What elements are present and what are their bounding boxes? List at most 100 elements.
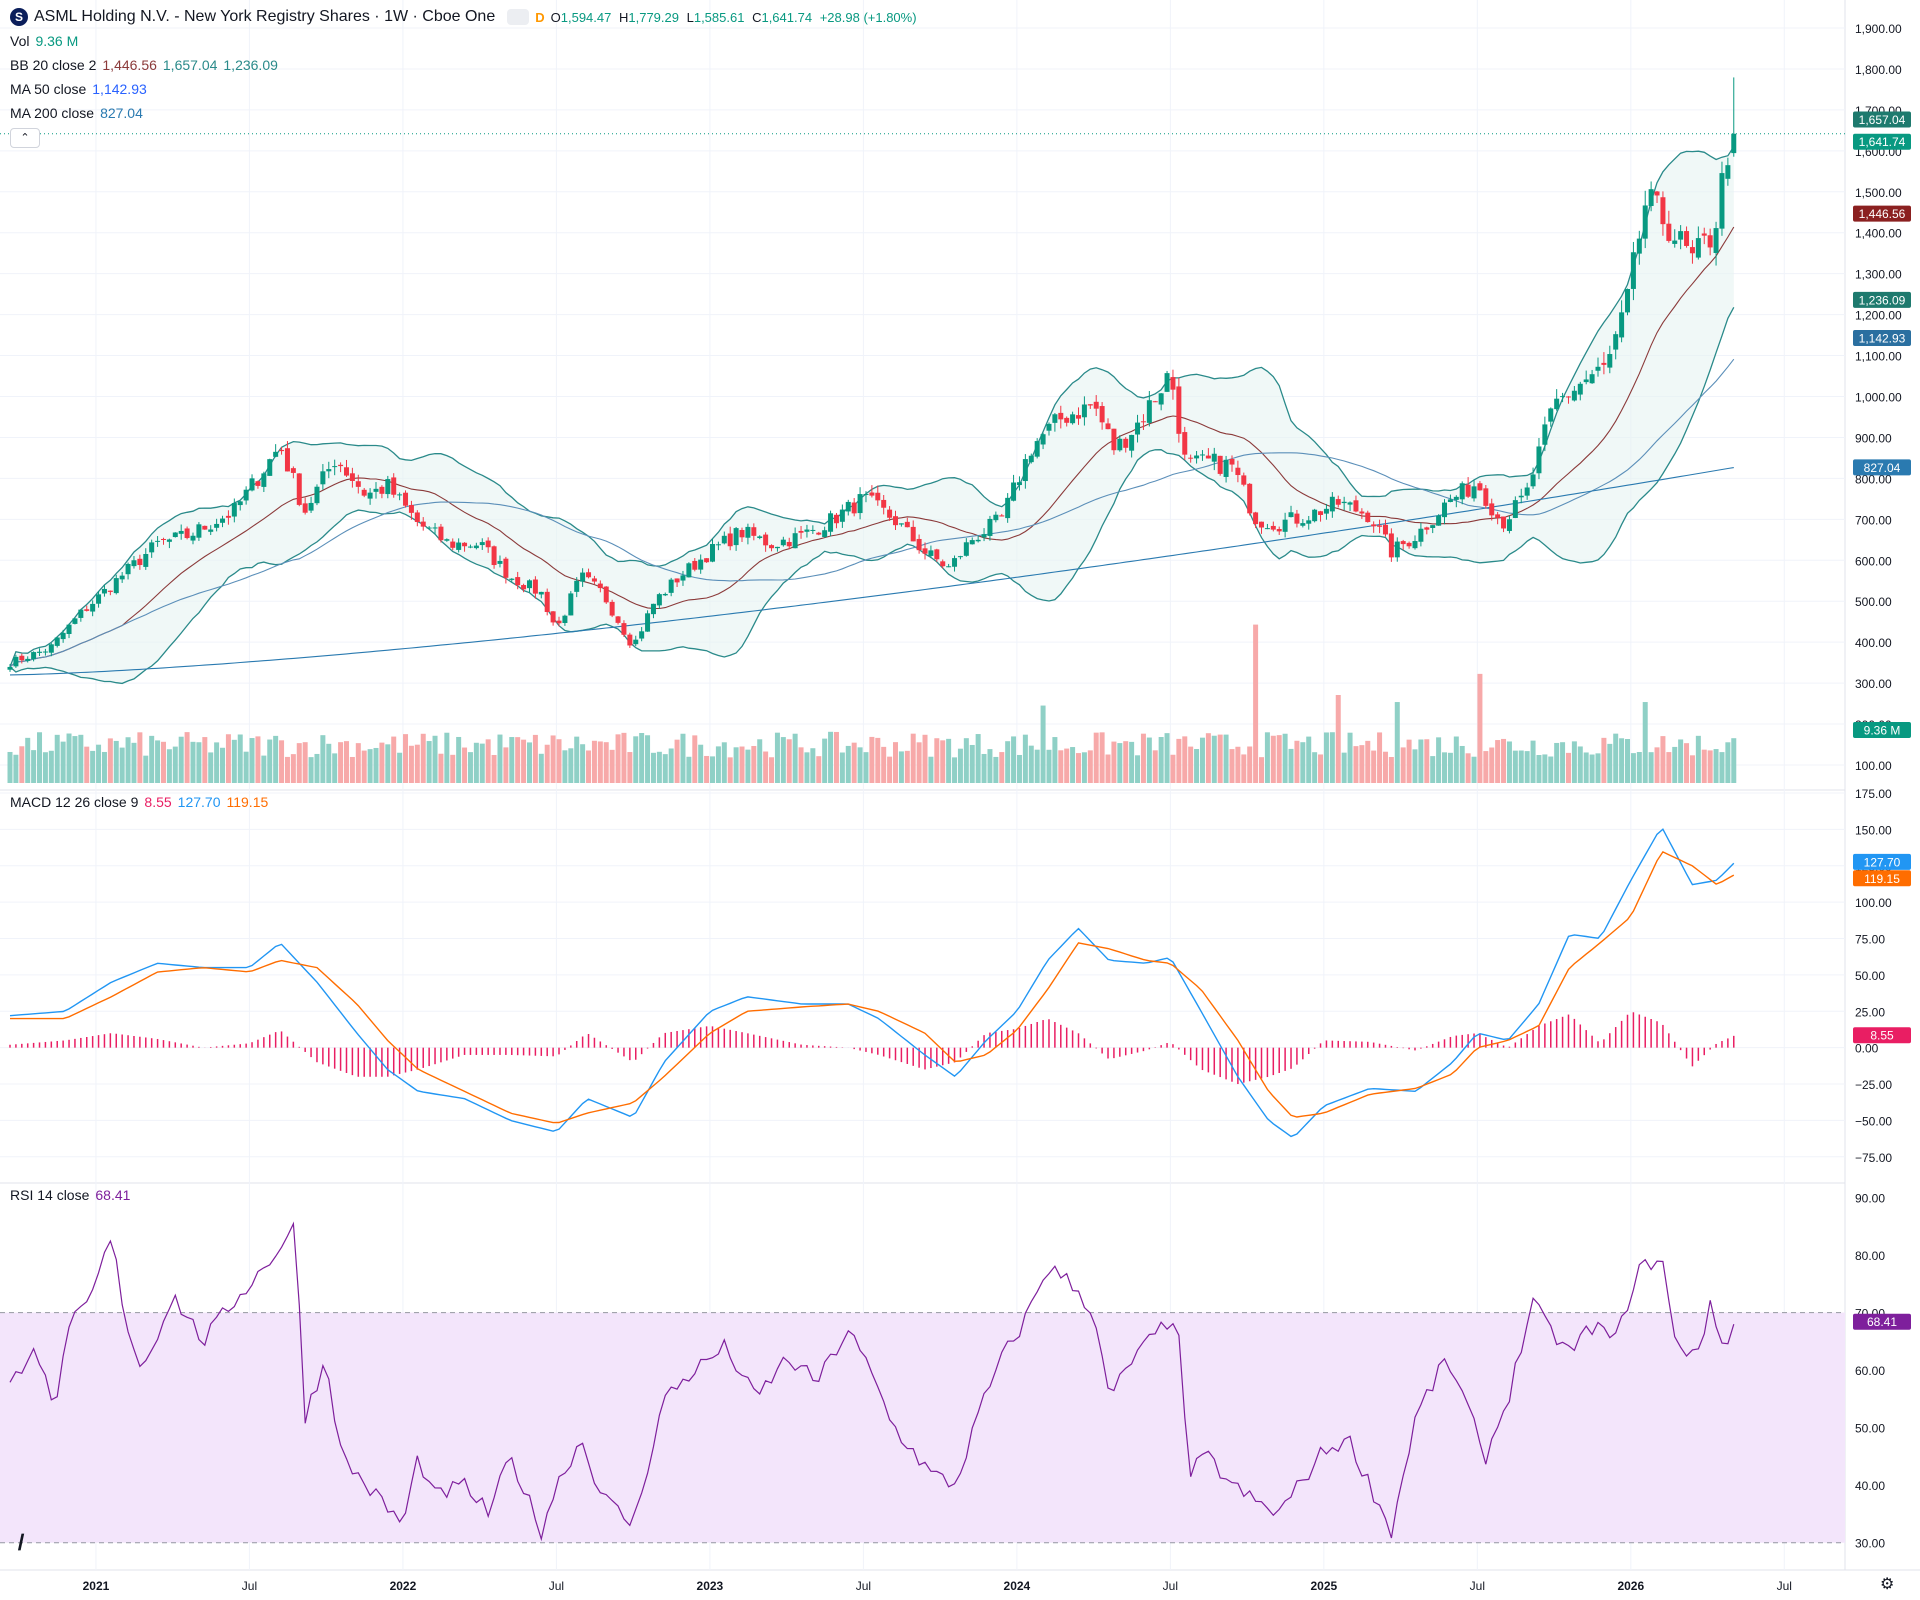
volume-bar xyxy=(833,731,839,783)
candle-body xyxy=(438,526,444,541)
symbol-title[interactable]: ASML Holding N.V. - New York Registry Sh… xyxy=(34,8,496,25)
candle-body xyxy=(1713,228,1719,253)
legend-volume[interactable]: Vol 9.36 M xyxy=(10,33,79,49)
candle-body xyxy=(1170,377,1176,390)
price-pane[interactable] xyxy=(0,77,1845,783)
macd-y-tick-label: 50.00 xyxy=(1855,969,1885,983)
candle-body xyxy=(668,579,674,593)
candle-body xyxy=(343,467,349,476)
candle-body xyxy=(131,560,137,567)
candle-body xyxy=(515,577,521,586)
candle-body xyxy=(1607,354,1613,368)
rsi-pane[interactable] xyxy=(0,1221,1845,1544)
volume-bar xyxy=(420,733,426,783)
candle-body xyxy=(928,550,934,556)
volume-bar xyxy=(143,755,149,783)
legend-rsi[interactable]: RSI 14 close 68.41 xyxy=(10,1187,131,1203)
time-axis[interactable]: 2021 Jul 2022 Jul 2023 Jul 2024 Jul 2025 Jul 2026 J… xyxy=(83,1579,1792,1593)
volume-bar xyxy=(190,741,196,783)
candle-body xyxy=(881,499,887,508)
tradingview-logo-icon[interactable]: 𝑙 xyxy=(18,1530,24,1555)
candle-body xyxy=(60,632,66,640)
legend-ma50[interactable]: MA 50 close 1,142.93 xyxy=(10,81,147,97)
volume-bar xyxy=(674,739,680,783)
legend-ma200[interactable]: MA 200 close 827.04 xyxy=(10,105,143,121)
volume-bar xyxy=(438,753,444,783)
candle-body xyxy=(1081,404,1087,418)
volume-bar xyxy=(1394,702,1400,783)
symbol-logo-icon[interactable]: S xyxy=(10,8,28,26)
volume-bar xyxy=(1377,732,1383,783)
volume-bar xyxy=(1264,732,1270,783)
volume-bar xyxy=(639,733,645,783)
volume-bar xyxy=(650,752,656,783)
candle-body xyxy=(810,529,816,531)
candle-body xyxy=(31,652,37,660)
volume-bar xyxy=(550,735,556,783)
volume-bar xyxy=(851,742,857,783)
candle-body xyxy=(255,481,261,486)
candle-body xyxy=(1731,133,1737,154)
macd-y-tick-label: 150.00 xyxy=(1855,823,1892,837)
volume-bar xyxy=(1253,624,1259,783)
chevron-down-icon[interactable] xyxy=(507,9,530,25)
volume-bar xyxy=(934,738,940,783)
candle-body xyxy=(1176,386,1182,434)
candle-body xyxy=(172,532,178,538)
volume-bar xyxy=(662,754,668,783)
volume-bar xyxy=(166,749,172,783)
candle-body xyxy=(1377,525,1383,527)
candle-body xyxy=(1235,467,1241,476)
volume-bar xyxy=(1571,741,1577,783)
candle-body xyxy=(639,631,645,639)
volume-bar xyxy=(999,752,1005,783)
histogram-value-tag xyxy=(1853,1027,1911,1044)
candle-body xyxy=(981,534,987,538)
legend-macd[interactable]: MACD 12 26 close 9 8.55 127.70 119.15 xyxy=(10,794,269,810)
volume-bar xyxy=(326,743,332,783)
y-tick-label: 600.00 xyxy=(1855,554,1892,568)
collapse-legend-button[interactable]: ⌃ xyxy=(10,128,40,148)
price-axis[interactable]: 1,900.001,800.001,700.001,600.001,500.00… xyxy=(1855,22,1902,1551)
candle-body xyxy=(1270,525,1276,530)
volume-bar xyxy=(1247,746,1253,783)
volume-bar xyxy=(1217,734,1223,783)
volume-bar xyxy=(408,745,414,783)
volume-bar xyxy=(633,736,639,783)
volume-bar xyxy=(532,734,538,783)
candle-body xyxy=(769,545,775,549)
candle-body xyxy=(373,488,379,492)
volume-bar xyxy=(308,757,314,783)
volume-bar xyxy=(1129,741,1135,783)
candle-body xyxy=(196,524,202,538)
candle-body xyxy=(1188,457,1194,459)
macd-pane[interactable] xyxy=(9,828,1735,1138)
gear-icon[interactable]: ⚙ xyxy=(1880,1576,1895,1593)
candle-body xyxy=(78,609,84,618)
candle-body xyxy=(1123,438,1129,448)
volume-bar xyxy=(1046,749,1052,783)
volume-bar xyxy=(1625,739,1631,783)
volume-bar xyxy=(1601,737,1607,783)
volume-bar xyxy=(1312,752,1318,783)
candle-body xyxy=(1259,521,1265,528)
volume-bar xyxy=(31,750,37,783)
candle-body xyxy=(757,536,763,539)
volume-bar xyxy=(668,748,674,783)
volume-bar xyxy=(296,743,302,783)
legend-bollinger[interactable]: BB 20 close 2 1,446.56 1,657.04 1,236.09 xyxy=(10,57,278,73)
candle-body xyxy=(1105,423,1111,430)
candle-body xyxy=(1341,501,1347,504)
volume-bar xyxy=(1076,753,1082,783)
volume-bar xyxy=(721,742,727,783)
volume-bar xyxy=(1477,673,1483,783)
y-tick-label: 1,200.00 xyxy=(1855,309,1902,323)
candle-body xyxy=(650,603,656,615)
ma50-line xyxy=(9,358,1735,668)
candle-body xyxy=(1672,240,1678,244)
candle-body xyxy=(101,588,107,594)
volume-bar xyxy=(1135,755,1141,783)
volume-bar xyxy=(1099,732,1105,783)
x-tick-label: Jul xyxy=(549,1579,564,1593)
